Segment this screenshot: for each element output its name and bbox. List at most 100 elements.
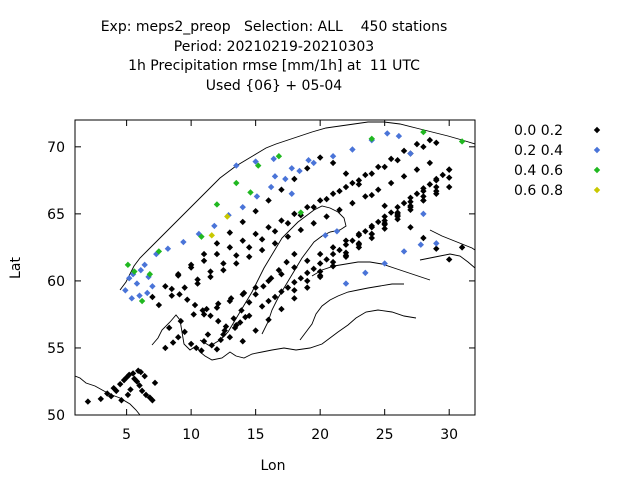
station-marker-1: [304, 269, 311, 277]
y-axis: 50 55 60 65 70: [47, 140, 475, 424]
station-marker-1: [381, 221, 388, 228]
station-marker-1: [177, 317, 185, 325]
station-marker-1: [342, 253, 350, 260]
station-marker-1: [433, 187, 440, 195]
station-marker-1: [200, 250, 208, 258]
station-marker-1: [291, 287, 298, 294]
station-marker-1: [149, 397, 156, 404]
station-marker-1: [265, 224, 272, 231]
legend-marker: [593, 166, 601, 174]
legend-label: 0.4 0.6: [514, 163, 563, 179]
station-marker-1: [265, 297, 272, 305]
station-marker-1: [193, 344, 200, 352]
station-marker-1: [252, 230, 259, 238]
station-marker-1: [381, 202, 388, 210]
station-marker-1: [342, 249, 350, 256]
station-marker-1: [342, 241, 350, 248]
station-marker-1: [433, 245, 440, 252]
station-marker-1: [368, 230, 375, 238]
station-marker-3: [155, 248, 163, 255]
station-marker-1: [394, 216, 401, 223]
station-marker-1: [387, 209, 395, 216]
station-marker-3: [368, 135, 375, 142]
station-marker-3: [255, 162, 262, 169]
station-marker-1: [118, 397, 125, 404]
station-marker-1: [445, 174, 453, 181]
station-marker-1: [194, 276, 201, 283]
station-marker-2: [384, 130, 391, 137]
station-marker-2: [122, 287, 129, 294]
station-marker-2: [239, 203, 246, 211]
station-marker-1: [323, 256, 330, 263]
station-marker-1: [323, 195, 330, 203]
station-marker-1: [336, 246, 343, 254]
station-marker-1: [226, 334, 234, 341]
station-marker-1: [233, 321, 240, 329]
y-tick-label: 55: [47, 341, 65, 357]
station-marker-2: [136, 292, 143, 299]
station-marker-2: [417, 241, 425, 248]
station-marker-1: [213, 346, 221, 353]
station-marker-1: [191, 301, 199, 309]
station-marker-1: [304, 203, 311, 211]
station-marker-3: [247, 189, 254, 196]
station-marker-2: [381, 260, 388, 267]
station-marker-3: [146, 271, 154, 278]
y-tick-label: 70: [47, 140, 65, 156]
station-marker-2: [305, 157, 312, 164]
station-marker-3: [458, 138, 466, 145]
station-marker-1: [349, 237, 356, 244]
station-marker-1: [316, 250, 324, 258]
station-marker-1: [375, 186, 382, 193]
station-marker-1: [304, 284, 311, 291]
station-marker-1: [107, 393, 115, 400]
coastlines: [75, 121, 475, 415]
y-axis-label: Lat: [8, 257, 24, 279]
station-marker-1: [168, 285, 175, 293]
station-marker-1: [97, 395, 105, 403]
station-marker-1: [407, 202, 414, 210]
station-marker-1: [310, 265, 317, 273]
coastline-white-sea: [419, 253, 475, 269]
station-marker-3: [233, 179, 240, 187]
station-marker-2: [271, 173, 279, 180]
x-tick-label: 20: [311, 427, 329, 443]
station-marker-1: [200, 311, 208, 318]
coastline-gulf-finland: [311, 261, 431, 281]
station-marker-1: [426, 181, 434, 188]
station-marker-3: [275, 153, 283, 160]
title-line-period: Period: 20210219-20210303: [173, 38, 375, 55]
station-marker-1: [258, 236, 266, 243]
station-marker-1: [207, 312, 214, 319]
station-marker-2: [180, 238, 187, 246]
station-marker-1: [426, 136, 434, 144]
station-marker-1: [284, 220, 292, 227]
station-marker-1: [362, 228, 369, 235]
station-marker-1: [271, 240, 279, 247]
station-marker-1: [304, 165, 311, 172]
station-marker-1: [113, 387, 120, 395]
station-marker-2: [282, 175, 289, 183]
station-marker-1: [420, 234, 427, 242]
station-marker-1: [236, 319, 244, 326]
station-marker-1: [252, 284, 259, 291]
station-marker-2: [310, 159, 317, 167]
station-marker-1: [310, 220, 317, 227]
station-marker-2: [288, 165, 295, 172]
station-marker-3: [138, 297, 146, 305]
legend-marker: [593, 126, 601, 134]
station-marker-2: [211, 222, 218, 230]
station-marker-1: [387, 155, 395, 163]
station-marker-1: [239, 218, 246, 226]
station-marker-1: [349, 179, 356, 187]
station-marker-2: [149, 283, 156, 290]
station-marker-1: [381, 163, 388, 171]
station-marker-1: [245, 244, 253, 251]
station-marker-1: [265, 316, 272, 323]
coastline-denmark: [151, 314, 237, 361]
station-marker-1: [198, 347, 205, 354]
station-marker-1: [233, 260, 240, 267]
station-marker-1: [407, 198, 414, 205]
station-marker-1: [329, 258, 337, 266]
station-marker-1: [420, 193, 427, 200]
